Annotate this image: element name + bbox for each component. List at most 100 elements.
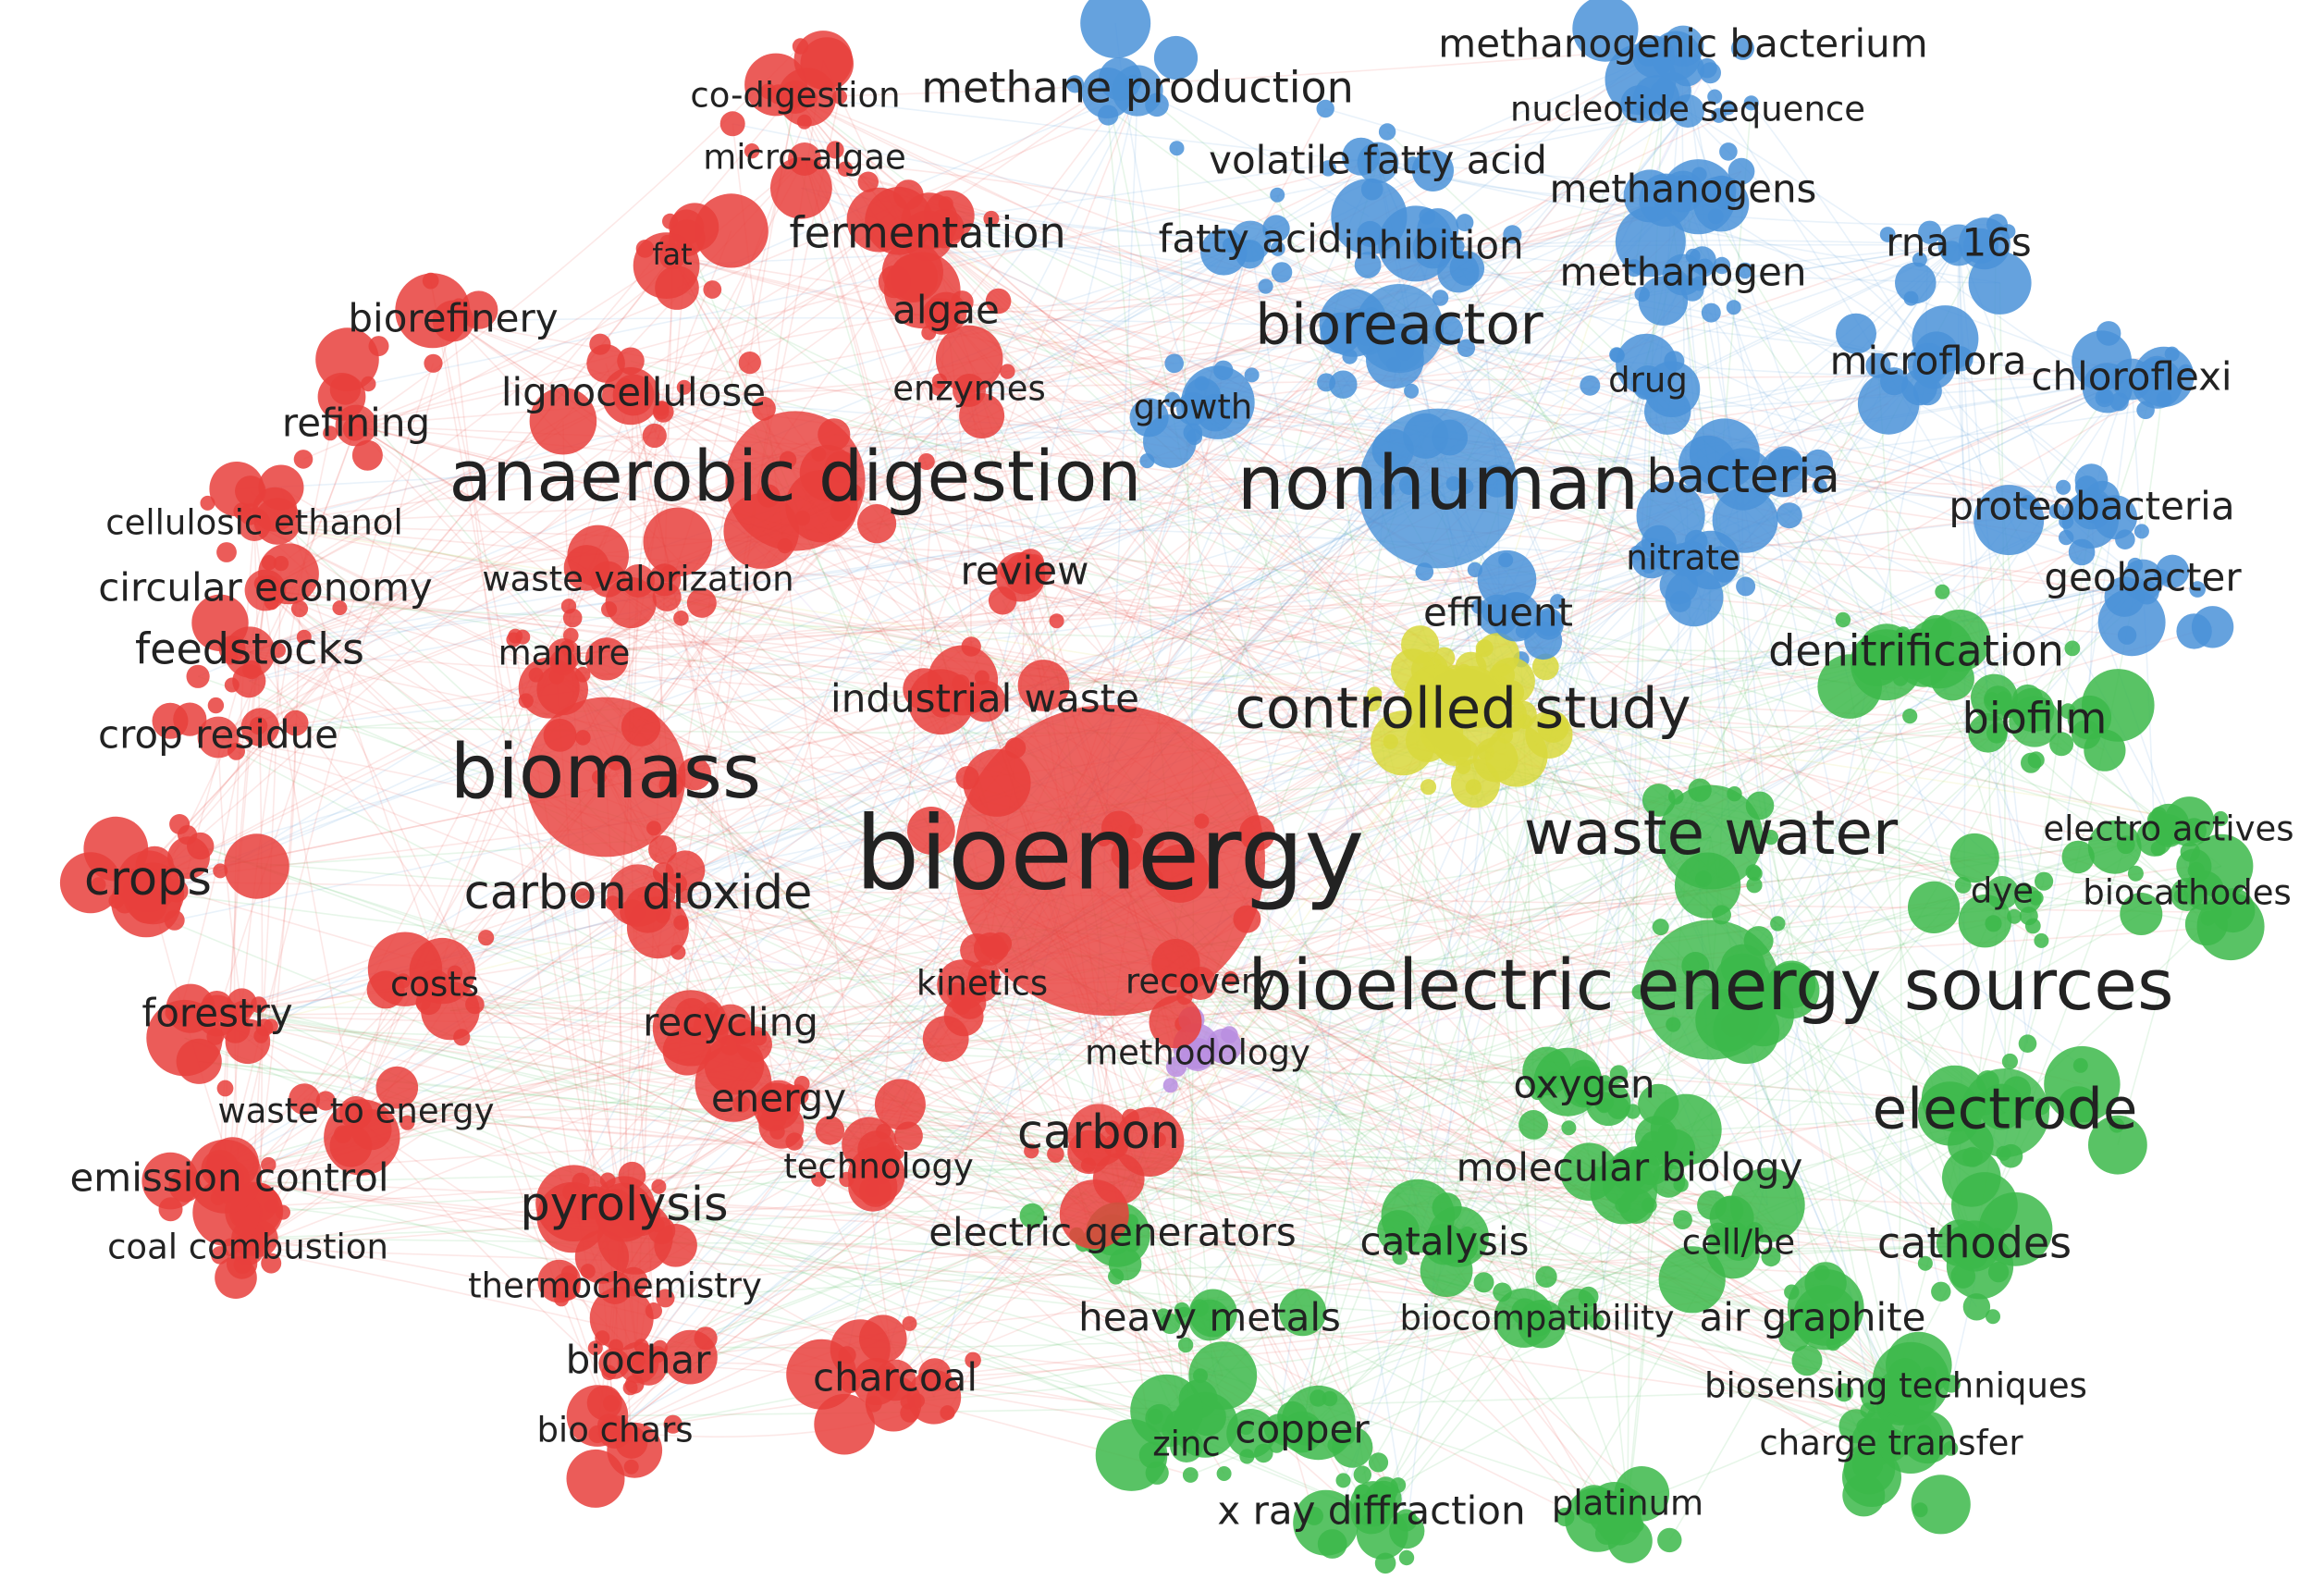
term-node-minor[interactable] (1731, 36, 1754, 60)
term-node-minor[interactable] (1226, 1409, 1276, 1458)
term-node-minor[interactable] (152, 702, 189, 739)
term-node-minor[interactable] (375, 1066, 419, 1109)
term-node-minor[interactable] (1281, 1385, 1356, 1461)
term-label[interactable]: biorefinery (348, 296, 558, 341)
term-node-minor[interactable] (1216, 1466, 1232, 1481)
term-node-minor[interactable] (1279, 1289, 1327, 1337)
term-node-minor[interactable] (1743, 95, 1759, 111)
term-node-minor[interactable] (529, 387, 597, 455)
term-node-minor[interactable] (1657, 1527, 1682, 1553)
term-node-minor[interactable] (225, 1018, 271, 1065)
term-label[interactable]: cellulosic ethanol (105, 503, 402, 543)
term-node-minor[interactable] (395, 273, 471, 349)
term-node-minor[interactable] (1378, 123, 1396, 141)
term-node-minor[interactable] (673, 611, 689, 626)
term-label[interactable]: methanogen (1559, 250, 1806, 295)
term-node-minor[interactable] (562, 608, 583, 628)
term-node-minor[interactable] (928, 645, 999, 716)
term-node-minor[interactable] (211, 1246, 229, 1265)
term-node-minor[interactable] (643, 507, 713, 577)
term-node-minor[interactable] (2196, 893, 2265, 961)
term-node-minor[interactable] (1895, 262, 1937, 304)
term-node-minor[interactable] (663, 1414, 682, 1434)
term-node-minor[interactable] (1902, 709, 1918, 724)
term-node-minor[interactable] (1931, 1281, 1951, 1302)
term-node-minor[interactable] (719, 111, 745, 137)
term-node-minor[interactable] (1398, 1549, 1415, 1566)
term-node-minor[interactable] (224, 833, 289, 899)
term-node-minor[interactable] (1143, 414, 1197, 468)
term-node-minor[interactable] (1968, 713, 2008, 753)
term-label[interactable]: bioenergy (855, 794, 1365, 912)
term-node-minor[interactable] (209, 461, 264, 517)
term-node-minor[interactable] (2034, 932, 2049, 948)
term-node-minor[interactable] (1971, 673, 2018, 722)
term-node-minor[interactable] (959, 393, 1005, 438)
term-label[interactable]: controlled study (1235, 676, 1691, 742)
term-node-minor[interactable] (2021, 752, 2042, 773)
term-node[interactable] (607, 864, 670, 927)
term-node-minor[interactable] (585, 637, 629, 681)
term-node-minor[interactable] (1188, 1289, 1237, 1338)
term-node-minor[interactable] (2191, 606, 2234, 648)
term-node-minor[interactable] (506, 632, 522, 648)
term-label[interactable]: rna 16s (1886, 220, 2032, 265)
term-node-minor[interactable] (1270, 241, 1285, 256)
term-label[interactable]: biochar (566, 1338, 711, 1383)
term-node-minor[interactable] (1316, 99, 1334, 118)
term-node-minor[interactable] (1729, 1167, 1805, 1243)
term-node-minor[interactable] (315, 1091, 336, 1111)
term-node-minor[interactable] (1835, 1383, 1853, 1402)
term-node-minor[interactable] (289, 1083, 321, 1116)
term-label[interactable]: molecular biology (1457, 1145, 1803, 1191)
term-label[interactable]: recycling (643, 1000, 818, 1045)
term-node-minor[interactable] (1017, 660, 1070, 711)
term-node-minor[interactable] (1986, 1309, 2000, 1325)
term-node-minor[interactable] (1879, 227, 1896, 242)
term-node-minor[interactable] (2088, 1115, 2147, 1175)
term-label[interactable]: pyrolysis (520, 1178, 728, 1232)
term-node-minor[interactable] (1935, 584, 1950, 599)
term-node-minor[interactable] (188, 1139, 263, 1214)
term-node-minor[interactable] (261, 1253, 282, 1274)
term-node-minor[interactable] (2097, 588, 2166, 657)
term-node-minor[interactable] (1565, 1487, 1630, 1552)
term-node[interactable] (2009, 696, 2060, 747)
term-node-minor[interactable] (1726, 300, 1741, 315)
term-label[interactable]: costs (390, 965, 479, 1005)
term-label[interactable]: enzymes (892, 369, 1046, 409)
term-node-minor[interactable] (1420, 779, 1437, 796)
term-label[interactable]: thermochemistry (468, 1266, 762, 1306)
term-label[interactable]: nucleotide sequence (1510, 90, 1865, 130)
term-node-minor[interactable] (907, 807, 955, 855)
term-label[interactable]: feedstocks (135, 624, 364, 674)
term-node-minor[interactable] (652, 990, 730, 1067)
term-label[interactable]: fatty acid (1159, 216, 1343, 262)
term-node-minor[interactable] (169, 814, 191, 834)
term-label[interactable]: nitrate (1626, 538, 1740, 578)
term-node-minor[interactable] (857, 171, 879, 192)
term-label[interactable]: methanogens (1550, 167, 1817, 212)
term-label[interactable]: bioelectric energy sources (1248, 944, 2173, 1026)
term-node-minor[interactable] (1700, 62, 1721, 84)
term-node-minor[interactable] (1381, 1179, 1456, 1253)
term-node-minor[interactable] (983, 210, 1000, 227)
term-label[interactable]: denitrification (1768, 626, 2064, 676)
term-node-minor[interactable] (213, 863, 228, 879)
term-node-minor[interactable] (1614, 1466, 1670, 1522)
term-node-minor[interactable] (1974, 485, 2045, 556)
term-label[interactable]: manure (498, 634, 631, 673)
term-node[interactable] (197, 716, 240, 759)
term-node-minor[interactable] (111, 867, 181, 938)
term-node-minor[interactable] (1615, 206, 1686, 278)
term-node-minor[interactable] (633, 232, 700, 299)
term-label[interactable]: catalysis (1360, 1219, 1530, 1265)
term-node-minor[interactable] (1293, 1489, 1359, 1556)
term-node-minor[interactable] (1949, 833, 1999, 883)
term-label[interactable]: proteobacteria (1949, 484, 2234, 529)
term-node-minor[interactable] (1160, 1313, 1181, 1335)
term-node-minor[interactable] (1353, 1465, 1372, 1484)
term-label[interactable]: methanogenic bacterium (1438, 21, 1927, 67)
term-node-minor[interactable] (1494, 1288, 1554, 1348)
term-node-minor[interactable] (200, 495, 215, 511)
